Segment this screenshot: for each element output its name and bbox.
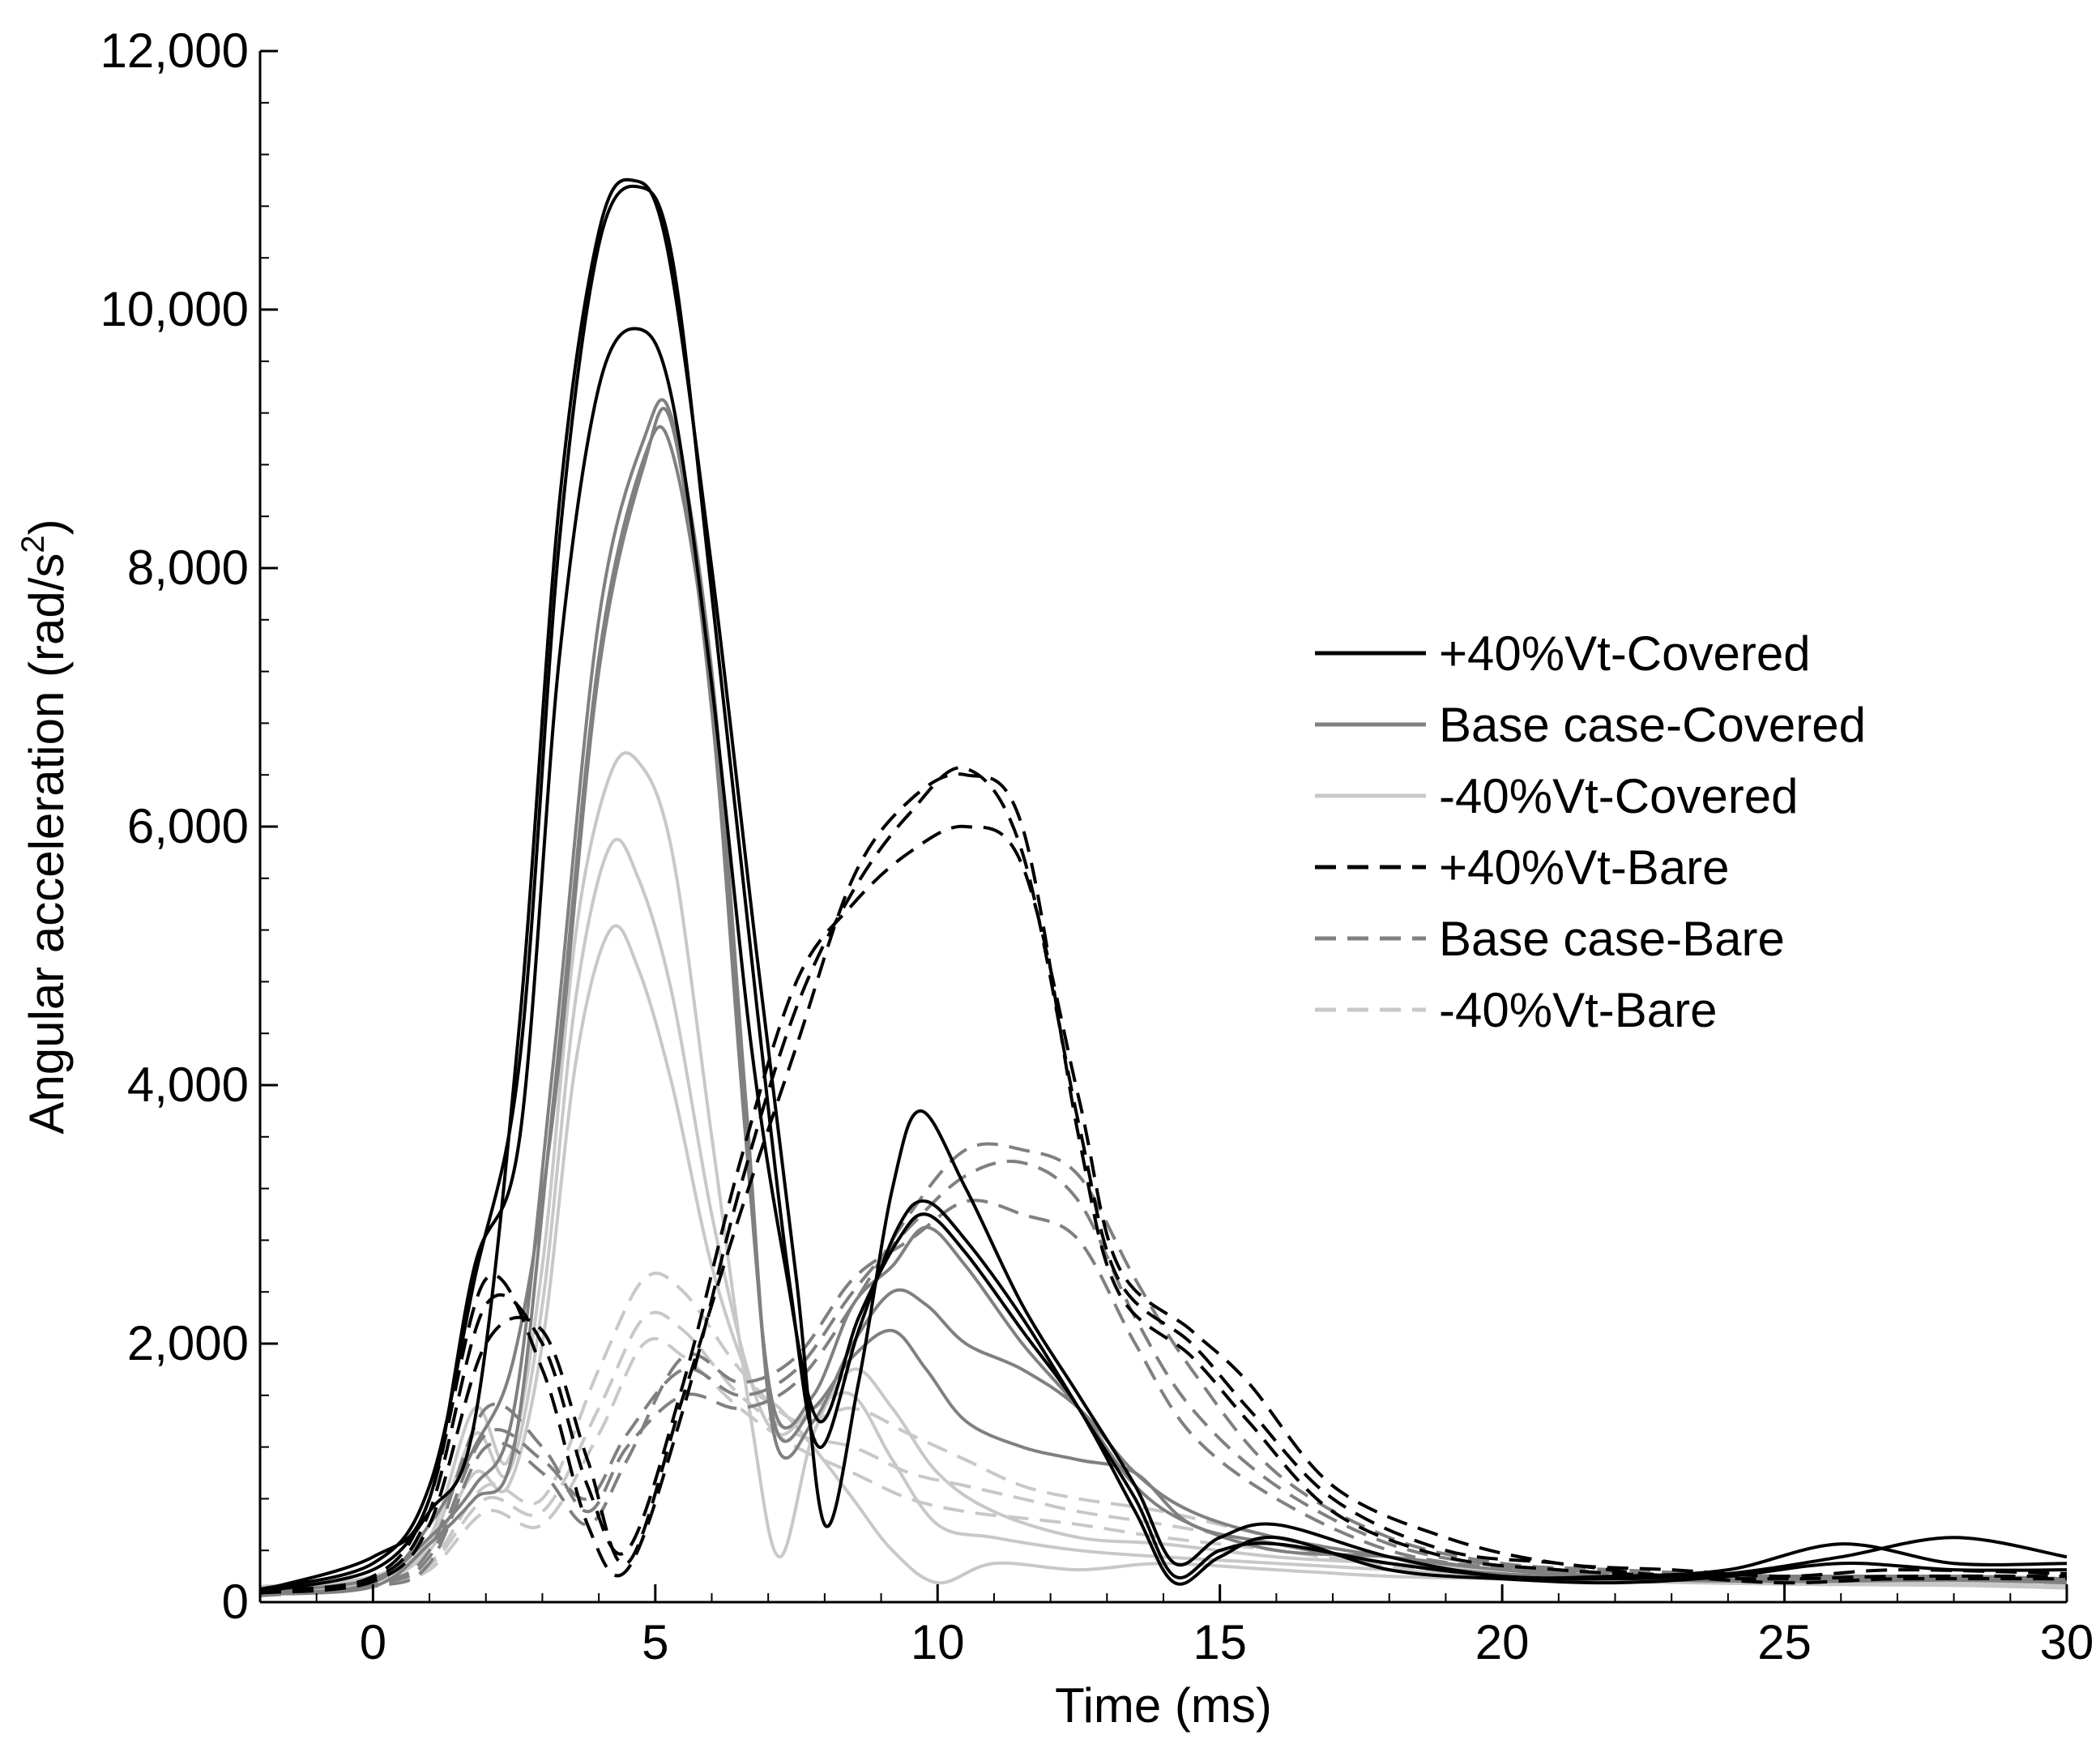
series-line-16 bbox=[259, 1271, 2068, 1591]
y-tick-label-2000: 2,000 bbox=[127, 1316, 249, 1370]
series-line-11 bbox=[259, 824, 2068, 1594]
legend-item-2: Base case-Covered bbox=[1315, 698, 1866, 752]
legend-label-4: +40%Vt-Bare bbox=[1439, 840, 1730, 895]
legend-item-4: +40%Vt-Bare bbox=[1315, 840, 1730, 895]
legend-item-3: -40%Vt-Covered bbox=[1315, 769, 1799, 823]
legend: +40%Vt-Covered Base case-Covered -40%Vt-Co… bbox=[1315, 626, 1866, 1037]
series-line-18 bbox=[259, 1337, 2068, 1594]
legend-label-1: +40%Vt-Covered bbox=[1439, 626, 1811, 681]
ticks-layer: 0 2,000 4,000 6,000 8,000 10,000 12,000 0 5 10 15 2… bbox=[100, 24, 2094, 1669]
y-axis-label-superscript: 2 bbox=[15, 535, 51, 553]
series-line-2 bbox=[259, 184, 2068, 1591]
series-line-12 bbox=[259, 772, 2068, 1595]
legend-item-1: +40%Vt-Covered bbox=[1315, 626, 1811, 681]
legend-item-6: -40%Vt-Bare bbox=[1315, 983, 1717, 1037]
series-line-3 bbox=[259, 327, 2068, 1592]
y-tick-label-4000: 4,000 bbox=[127, 1058, 249, 1112]
y-tick-label-6000: 6,000 bbox=[127, 799, 249, 853]
series-line-17 bbox=[259, 1310, 2068, 1592]
y-axis-label-main: Angular acceleration (rad/s bbox=[19, 553, 74, 1135]
y-axis-label-suffix: ) bbox=[19, 519, 74, 535]
x-tick-label-15: 15 bbox=[1193, 1615, 1247, 1669]
y-axis-label: Angular acceleration (rad/s2) bbox=[15, 519, 74, 1134]
y-tick-label-10000: 10,000 bbox=[100, 282, 249, 336]
x-tick-label-20: 20 bbox=[1475, 1615, 1530, 1669]
legend-item-5: Base case-Bare bbox=[1315, 912, 1785, 966]
x-axis-label: Time (ms) bbox=[1055, 1678, 1272, 1733]
x-tick-label-0: 0 bbox=[360, 1615, 386, 1669]
x-tick-label-30: 30 bbox=[2040, 1615, 2094, 1669]
series-line-15 bbox=[259, 1199, 2068, 1597]
legend-label-3: -40%Vt-Covered bbox=[1439, 769, 1799, 823]
x-tick-label-25: 25 bbox=[1757, 1615, 1812, 1669]
series-layer bbox=[259, 177, 2068, 1597]
series-line-13 bbox=[259, 1142, 2068, 1595]
series-line-4 bbox=[259, 407, 2068, 1595]
series-line-1 bbox=[259, 177, 2068, 1594]
series-line-5 bbox=[259, 398, 2068, 1594]
series-line-10 bbox=[259, 766, 2068, 1592]
y-tick-label-0: 0 bbox=[222, 1575, 249, 1629]
x-tick-label-10: 10 bbox=[911, 1615, 965, 1669]
x-tick-label-5: 5 bbox=[642, 1615, 668, 1669]
legend-label-5: Base case-Bare bbox=[1439, 912, 1785, 966]
legend-label-6: -40%Vt-Bare bbox=[1439, 983, 1717, 1037]
y-tick-label-8000: 8,000 bbox=[127, 541, 249, 595]
y-tick-label-12000: 12,000 bbox=[100, 24, 249, 78]
legend-label-2: Base case-Covered bbox=[1439, 698, 1866, 752]
